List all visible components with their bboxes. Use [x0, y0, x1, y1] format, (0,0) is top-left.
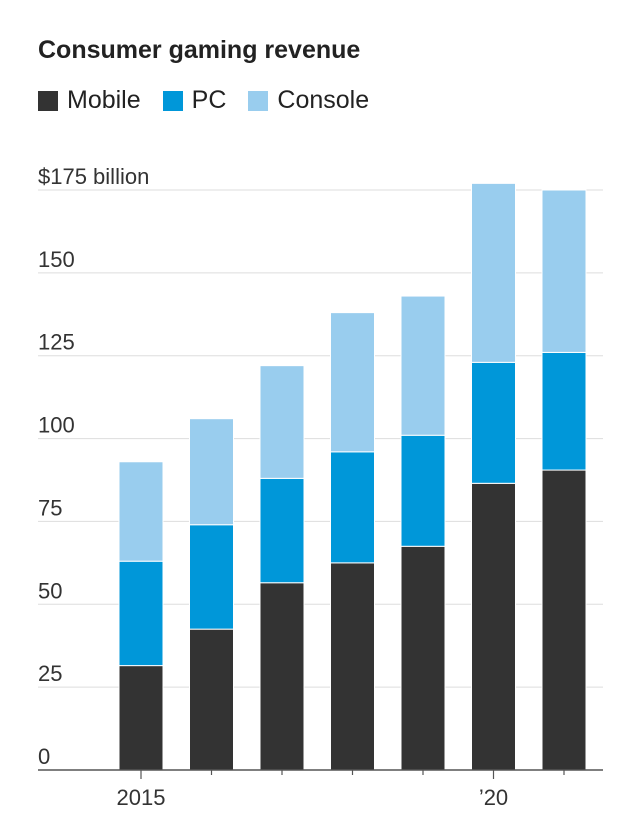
y-tick-label-175: $175 billion [38, 164, 149, 189]
legend-swatch-pc [162, 90, 183, 111]
legend-label-mobile: Mobile [67, 86, 141, 114]
legend-swatch-console [248, 90, 269, 111]
bar-console-2016 [189, 418, 234, 526]
bar-mobile-2021 [541, 469, 587, 771]
bar-pc-2015 [118, 560, 164, 667]
bar-pc-2021 [541, 351, 587, 471]
bar-console-2020 [471, 182, 516, 363]
legend-item-pc: PC [162, 86, 227, 115]
y-tick-label-75: 75 [38, 495, 62, 520]
bar-mobile-2017 [259, 582, 305, 771]
bar-pc-2019 [400, 434, 446, 547]
x-tick-label-2015: 2015 [117, 785, 166, 810]
bar-console-2019 [400, 295, 446, 436]
legend-label-console: Console [277, 86, 370, 114]
legend-item-mobile: Mobile [38, 86, 141, 115]
y-tick-label-25: 25 [38, 661, 62, 686]
bar-mobile-2018 [330, 562, 375, 771]
bar-console-2018 [330, 312, 375, 453]
x-tick-label-2020: ’20 [479, 785, 508, 810]
bar-pc-2018 [330, 451, 375, 564]
bar-console-2015 [118, 461, 164, 562]
bar-pc-2016 [189, 524, 234, 630]
legend-item-console: Console [248, 86, 369, 115]
bar-pc-2017 [259, 477, 305, 584]
chart-legend: Mobile PC Console [38, 86, 391, 115]
y-tick-label-0: 0 [38, 744, 50, 769]
chart-title: Consumer gaming revenue [38, 36, 361, 64]
legend-swatch-mobile [38, 90, 58, 111]
bar-pc-2020 [471, 361, 516, 484]
y-tick-label-50: 50 [38, 578, 62, 603]
bar-mobile-2020 [471, 482, 516, 771]
bar-console-2021 [541, 189, 587, 353]
y-tick-label-150: 150 [38, 247, 75, 272]
bar-mobile-2015 [118, 665, 164, 771]
legend-label-pc: PC [191, 86, 227, 114]
bar-mobile-2019 [400, 545, 446, 771]
y-tick-label-100: 100 [38, 413, 75, 438]
bar-console-2017 [259, 365, 305, 479]
y-tick-label-125: 125 [38, 330, 75, 355]
bar-mobile-2016 [189, 628, 234, 771]
